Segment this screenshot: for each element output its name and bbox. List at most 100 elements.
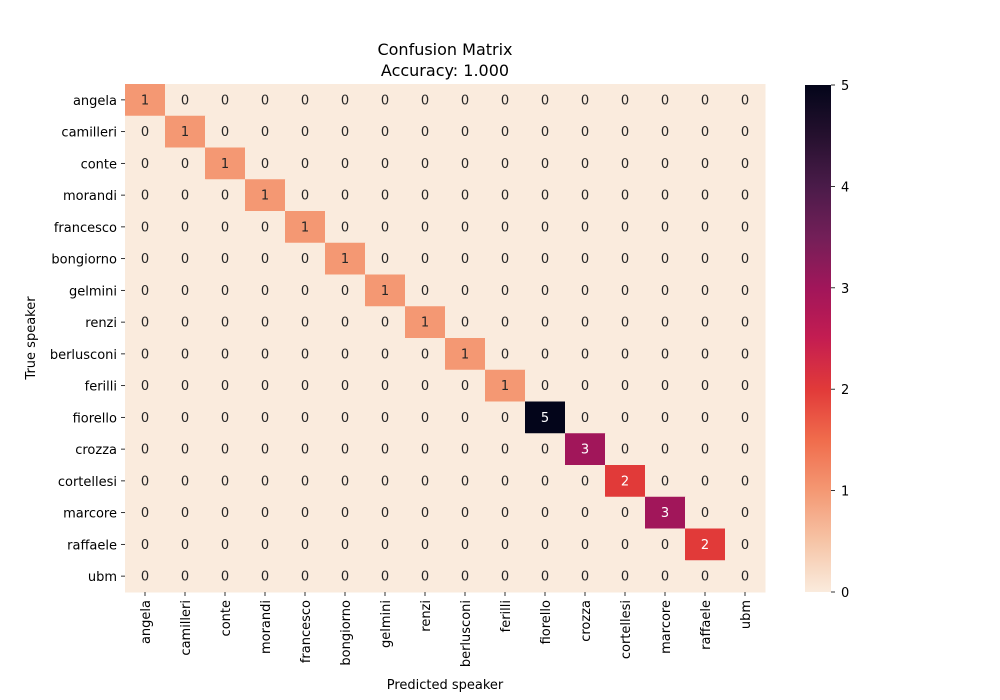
heatmap-cell [205,465,246,498]
heatmap-cell [205,147,246,180]
heatmap-cell [365,401,406,434]
cell-value-label: 0 [501,157,509,172]
heatmap-cell [485,528,526,561]
cell-value-label: 0 [621,157,629,172]
cell-value-label: 0 [581,189,589,204]
cell-value-label: 0 [621,220,629,235]
heatmap-cell [565,84,606,117]
heatmap-cell [205,496,246,529]
cell-value-label: 0 [181,506,189,521]
heatmap-cell [445,528,486,561]
heatmap-cell [725,274,766,307]
cell-value-label: 0 [421,506,429,521]
heatmap-cell [645,274,686,307]
heatmap-cell [645,179,686,212]
cell-value-label: 0 [661,347,669,362]
cell-value-label: 0 [381,474,389,489]
heatmap-cell [245,211,286,244]
cell-value-label: 0 [381,411,389,426]
heatmap-cell [725,401,766,434]
heatmap-cell [565,560,606,593]
heatmap-cell [645,369,686,402]
cell-value-label: 0 [341,284,349,299]
heatmap-cell [205,211,246,244]
heatmap-cell [525,560,566,593]
heatmap-cell [205,242,246,275]
heatmap-cell [685,560,726,593]
heatmap-cell [565,115,606,148]
heatmap-cell [405,560,446,593]
x-tick-label: camilleri [179,600,194,656]
cell-value-label: 0 [181,284,189,299]
cell-value-label: 0 [661,157,669,172]
heatmap-cell [445,274,486,307]
heatmap-cell [645,338,686,371]
y-tick-label: marcore [63,507,117,522]
heatmap-cell [285,528,326,561]
cell-value-label: 0 [541,443,549,458]
cell-value-label: 0 [221,538,229,553]
cell-value-label: 0 [341,189,349,204]
heatmap-cell [565,369,606,402]
cell-value-label: 0 [581,316,589,331]
heatmap-cell [165,338,206,371]
heatmap-cell [285,369,326,402]
y-tick-label: fiorello [73,411,117,426]
cell-value-label: 0 [541,284,549,299]
cell-value-label: 0 [621,284,629,299]
cell-value-label: 0 [221,570,229,585]
heatmap-cell [325,147,366,180]
cell-value-label: 3 [661,506,669,521]
heatmap-cell [165,528,206,561]
heatmap-cell [285,401,326,434]
cell-value-label: 2 [701,538,709,553]
cell-value-label: 0 [301,411,309,426]
heatmap-cell [725,528,766,561]
heatmap-cell [725,242,766,275]
heatmap-cell [445,115,486,148]
heatmap-cell [365,465,406,498]
cell-value-label: 0 [741,189,749,204]
heatmap-cell [325,84,366,117]
cell-value-label: 0 [221,316,229,331]
cell-value-label: 0 [141,125,149,140]
cell-value-label: 0 [661,538,669,553]
heatmap-cell [525,179,566,212]
heatmap-cell [725,306,766,339]
heatmap-cell [605,338,646,371]
heatmap-cell [405,369,446,402]
heatmap-cell [125,433,166,466]
heatmap-cell [685,274,726,307]
cell-value-label: 0 [581,252,589,267]
heatmap-cell [165,211,206,244]
colorbar-tick-label: 2 [841,383,849,398]
cell-value-label: 0 [381,189,389,204]
cell-value-label: 1 [221,157,229,172]
cell-value-label: 0 [501,93,509,108]
heatmap-cell [365,306,406,339]
cell-value-label: 0 [421,157,429,172]
cell-value-label: 0 [381,252,389,267]
y-tick-label: bongiorno [51,253,117,268]
cell-value-label: 0 [621,379,629,394]
heatmap-cell [365,211,406,244]
heatmap-cell [165,369,206,402]
cell-value-label: 0 [541,189,549,204]
heatmap-cell [605,433,646,466]
cell-value-label: 0 [501,411,509,426]
cell-value-label: 0 [221,347,229,362]
heatmap-cell [405,147,446,180]
heatmap-cell [285,274,326,307]
heatmap-cell [485,433,526,466]
cell-value-label: 0 [181,570,189,585]
y-tick-label: crozza [75,443,117,458]
heatmap-cell [645,401,686,434]
cell-value-label: 0 [461,379,469,394]
heatmap-cell [285,242,326,275]
cell-value-label: 1 [421,316,429,331]
heatmap-cell [165,496,206,529]
cell-value-label: 0 [501,252,509,267]
heatmap-cell [685,401,726,434]
cell-value-label: 0 [341,570,349,585]
cell-value-label: 0 [741,474,749,489]
